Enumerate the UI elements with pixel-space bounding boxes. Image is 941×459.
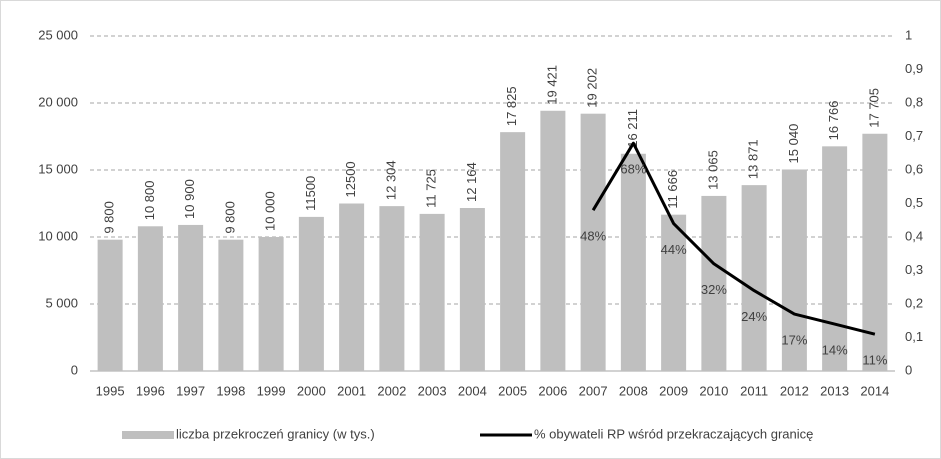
y-tick-label: 0,8: [905, 94, 923, 109]
bar-value-label: 16 211: [625, 109, 640, 148]
line: [591, 141, 876, 336]
bar-value-label: 17 825: [504, 86, 519, 126]
bar-value-label: 11 725: [424, 169, 439, 208]
bar: [459, 208, 485, 371]
bar-value-label: 16 766: [826, 101, 841, 141]
x-tick-label: 2010: [699, 383, 728, 398]
line-value-label: 68%: [620, 162, 646, 177]
bar-value-label: 11500: [303, 176, 318, 211]
x-tick-label: 2009: [659, 383, 688, 398]
line-value-label: 11%: [862, 353, 887, 368]
bar-value-label: 15 040: [786, 124, 801, 164]
bar-value-label: 9 800: [222, 201, 237, 234]
bar-value-label: 9 800: [102, 201, 117, 234]
bar: [580, 113, 606, 371]
line-value-label: 17%: [781, 332, 807, 347]
y-tick-label: 0,5: [905, 195, 923, 210]
y-tick-label: 25 000: [38, 27, 78, 42]
x-tick-label: 2007: [579, 383, 608, 398]
x-tick-label: 2006: [538, 383, 567, 398]
bar: [781, 169, 807, 371]
x-tick-label: 2011: [740, 383, 768, 398]
y-tick-label: 0,4: [905, 228, 923, 243]
bar: [137, 226, 163, 371]
y-tick-label: 20 000: [38, 94, 78, 109]
x-tick-label: 2000: [297, 383, 326, 398]
bar-value-label: 10 000: [263, 191, 278, 231]
bar: [701, 195, 727, 371]
legend-label: liczba przekroczeń granicy (w tys.): [176, 426, 375, 441]
y-tick-label: 0,1: [905, 329, 923, 344]
x-tick-label: 2008: [619, 383, 648, 398]
x-tick-label: 1998: [216, 383, 245, 398]
bar-value-label: 11 666: [665, 170, 680, 209]
x-tick-label: 2013: [820, 383, 849, 398]
bar-value-label: 10 800: [142, 181, 157, 221]
bar: [822, 146, 848, 371]
x-tick-label: 2003: [418, 383, 447, 398]
bar: [661, 214, 687, 371]
line-value-label: 24%: [741, 309, 767, 324]
bar: [178, 224, 204, 371]
x-tick-label: 2005: [498, 383, 527, 398]
x-tick-label: 2012: [780, 383, 809, 398]
y-tick-label: 0,2: [905, 295, 923, 310]
y-tick-label: 0,9: [905, 61, 923, 76]
bar: [298, 216, 324, 371]
y-tick-label: 0: [905, 362, 912, 377]
bar: [540, 110, 566, 371]
bar-value-label: 10 900: [182, 179, 197, 219]
legend-label: % obywateli RP wśród przekraczających gr…: [534, 426, 813, 441]
bar-value-label: 13 871: [746, 139, 761, 179]
bar-value-label: 19 421: [544, 65, 559, 105]
x-tick-label: 1995: [96, 383, 125, 398]
y-tick-label: 1: [905, 27, 912, 42]
x-tick-label: 1996: [136, 383, 165, 398]
bar: [620, 153, 646, 371]
bar-value-label: 12 304: [383, 160, 398, 200]
y-tick-label: 0,3: [905, 262, 923, 277]
bar: [419, 213, 445, 371]
y-tick-label: 5 000: [45, 295, 78, 310]
y-tick-label: 0: [71, 362, 78, 377]
bar-value-label: 13 065: [705, 150, 720, 190]
bar-value-label: 12 164: [464, 162, 479, 202]
x-tick-label: 1999: [257, 383, 286, 398]
x-tick-label: 2004: [458, 383, 487, 398]
x-tick-label: 2001: [337, 383, 366, 398]
y-tick-label: 15 000: [38, 161, 78, 176]
line-value-label: 48%: [580, 229, 606, 244]
y-tick-label: 0,7: [905, 128, 923, 143]
bar-value-label: 17 705: [866, 88, 881, 128]
y-tick-label: 0,6: [905, 161, 923, 176]
x-tick-label: 2014: [860, 383, 889, 398]
line-value-label: 44%: [661, 242, 687, 257]
bar: [97, 239, 123, 371]
bar: [258, 237, 284, 371]
bar: [339, 203, 365, 371]
x-tick-label: 1997: [176, 383, 205, 398]
line-value-label: 14%: [822, 343, 848, 358]
bar: [862, 133, 888, 371]
bar: [741, 185, 767, 371]
bar: [218, 239, 244, 371]
y-tick-label: 10 000: [38, 228, 78, 243]
bar: [379, 206, 405, 371]
bar: [500, 132, 526, 371]
bar-value-label: 12500: [343, 161, 358, 197]
bar-value-label: 19 202: [585, 68, 600, 108]
legend-swatch: [122, 431, 174, 439]
x-tick-label: 2002: [377, 383, 406, 398]
line-value-label: 32%: [701, 282, 727, 297]
